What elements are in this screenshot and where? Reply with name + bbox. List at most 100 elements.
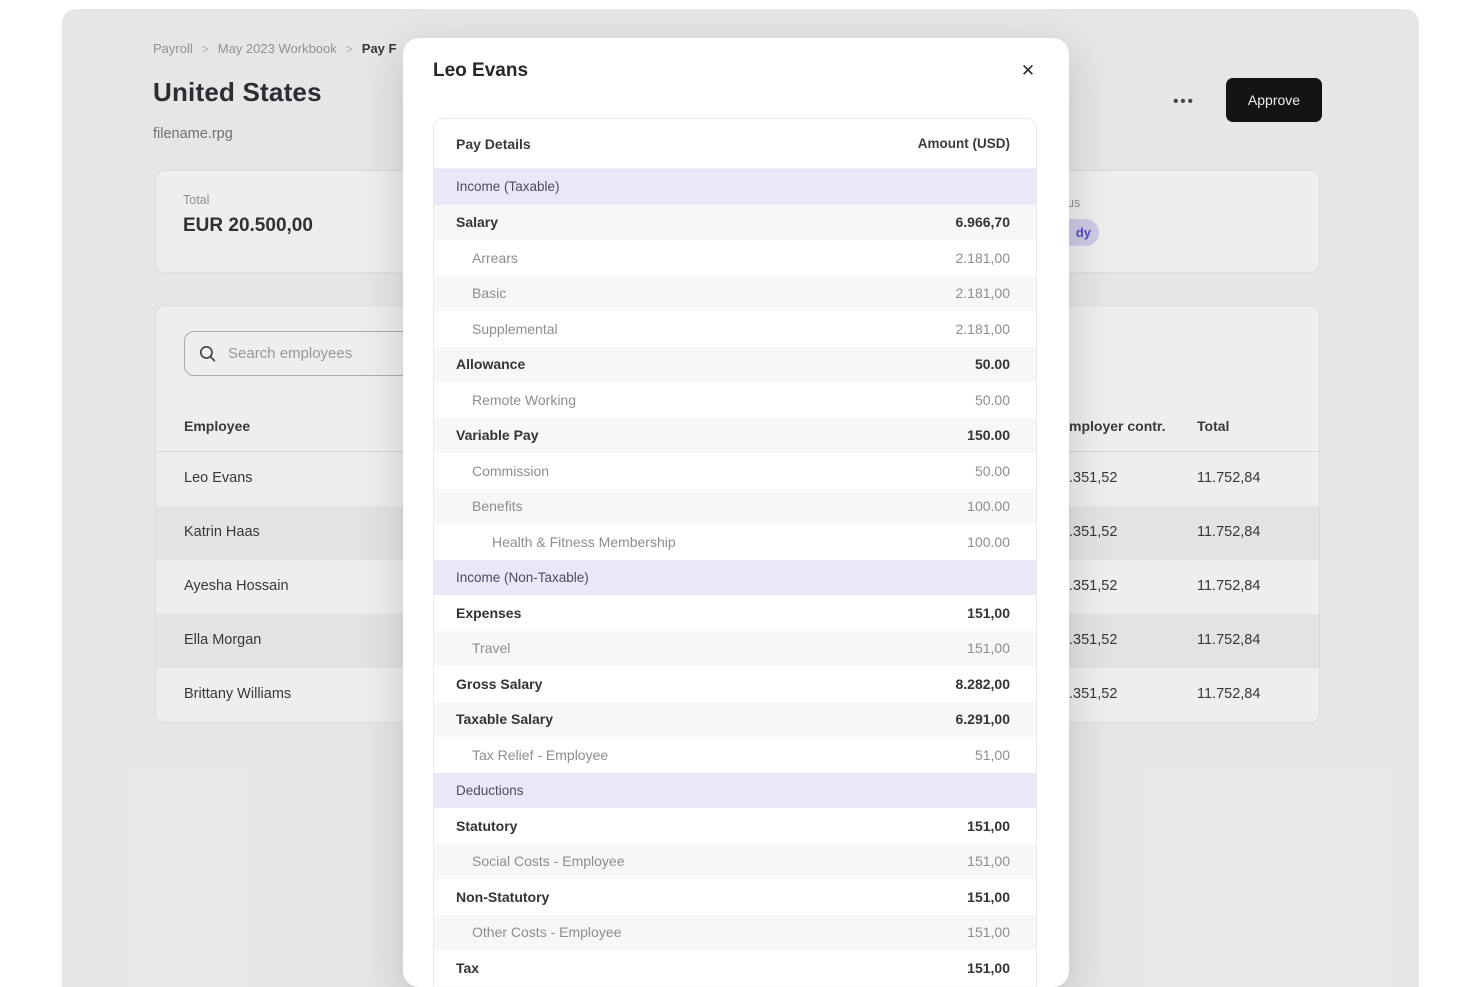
- pay-item-amount: 151,00: [967, 853, 1010, 870]
- pay-line-item-row: Expenses 151,00: [434, 595, 1036, 631]
- pay-section-header-row: Income (Taxable): [434, 169, 1036, 205]
- pay-item-label: Arrears: [472, 249, 518, 266]
- employer-contr-value-fragment: .351,52: [1069, 632, 1118, 648]
- employee-name: Katrin Haas: [184, 524, 260, 540]
- pay-item-label: Benefits: [472, 498, 523, 515]
- breadcrumb-item[interactable]: Payroll: [153, 41, 193, 56]
- pay-item-amount: 51,00: [974, 746, 1010, 763]
- pay-line-item-row: Travel 151,00: [434, 630, 1036, 666]
- pay-line-item-row: Salary 6.966,70: [434, 204, 1036, 240]
- pay-item-label: Statutory: [456, 817, 518, 834]
- status-label-fragment: us: [1067, 196, 1081, 210]
- total-value: 11.752,84: [1197, 470, 1261, 486]
- pay-item-label: Basic: [472, 285, 507, 302]
- pay-item-amount: 150.00: [967, 427, 1010, 444]
- pay-line-item-row: Arrears 2.181,00: [434, 240, 1036, 276]
- column-header-employer-contr-fragment: mployer contr.: [1069, 418, 1166, 434]
- total-value: 11.752,84: [1197, 524, 1261, 540]
- pay-line-item-row: Basic 2.181,00: [434, 275, 1036, 311]
- pay-item-label: Gross Salary: [456, 675, 543, 692]
- pay-item-amount: 2.181,00: [955, 249, 1011, 266]
- pay-line-item-row: Gross Salary 8.282,00: [434, 666, 1036, 702]
- total-label: Total: [183, 193, 210, 207]
- breadcrumb-item[interactable]: Pay F: [361, 41, 397, 56]
- pay-line-item-row: Supplemental 2.181,00: [434, 311, 1036, 347]
- pay-section-header-row: Income (Non-Taxable): [434, 559, 1036, 595]
- close-icon: ✕: [1020, 61, 1036, 80]
- page-title: United States: [153, 77, 322, 107]
- pay-line-item-row: Tax Relief - Employee 51,00: [434, 737, 1036, 773]
- modal-title: Leo Evans: [433, 60, 529, 81]
- pay-line-item-row: Allowance 50.00: [434, 346, 1036, 382]
- employee-row[interactable]: Brittany Williams .351,52 11.752,84: [156, 668, 1319, 722]
- column-header-total: Total: [1197, 418, 1230, 434]
- search-icon: [199, 345, 216, 362]
- pay-line-item-row: Benefits 100.00: [434, 488, 1036, 524]
- pay-item-amount: 8.282,00: [955, 675, 1011, 692]
- pay-item-amount: 50.00: [974, 356, 1010, 373]
- pay-item-label: Allowance: [456, 356, 526, 373]
- pay-item-amount: 100.00: [967, 533, 1010, 550]
- close-button[interactable]: ✕: [1015, 58, 1041, 84]
- pay-item-amount: 50.00: [974, 462, 1010, 479]
- pay-item-label: Salary: [456, 214, 499, 231]
- pay-details-table: Pay Details Amount (USD) Income (Taxable…: [433, 118, 1037, 987]
- employee-name: Ella Morgan: [184, 632, 262, 648]
- pay-item-amount: 2.181,00: [955, 320, 1011, 337]
- employee-name: Ayesha Hossain: [184, 578, 289, 594]
- column-header-employee: Employee: [184, 418, 251, 434]
- pay-item-label: Taxable Salary: [456, 711, 554, 728]
- pay-item-amount: 151,00: [967, 640, 1010, 657]
- employer-contr-value-fragment: .351,52: [1069, 524, 1118, 540]
- pay-item-label: Other Costs - Employee: [472, 924, 622, 941]
- pay-line-item-row: Variable Pay 150.00: [434, 417, 1036, 453]
- approve-button[interactable]: Approve: [1226, 78, 1322, 122]
- pay-line-item-row: Tax 151,00: [434, 950, 1036, 986]
- pay-item-label: Health & Fitness Membership: [492, 533, 676, 550]
- pay-item-label: Supplemental: [472, 320, 558, 337]
- pay-item-amount: 6.291,00: [955, 711, 1011, 728]
- pay-item-amount: 151,00: [967, 888, 1010, 905]
- pay-item-amount: 2.181,00: [955, 285, 1011, 302]
- pay-item-label: Commission: [472, 462, 550, 479]
- total-value: 11.752,84: [1197, 632, 1261, 648]
- pay-line-item-row: Taxable Salary 6.291,00: [434, 701, 1036, 737]
- total-value: 11.752,84: [1197, 578, 1261, 594]
- pay-line-item-row: Social Costs - Employee 151,00: [434, 843, 1036, 879]
- employee-name: Brittany Williams: [184, 686, 292, 702]
- more-options-button[interactable]: •••: [1166, 89, 1202, 113]
- pay-line-item-row: Remote Working 50.00: [434, 382, 1036, 418]
- pay-line-item-row: Health & Fitness Membership 100.00: [434, 524, 1036, 560]
- breadcrumb: Payroll > May 2023 Workbook > Pay F: [153, 41, 396, 56]
- status-badge-text-fragment: dy: [1075, 225, 1091, 240]
- pay-item-amount: 151,00: [967, 817, 1010, 834]
- pay-item-label: Variable Pay: [456, 427, 539, 444]
- employee-row[interactable]: Ayesha Hossain .351,52 11.752,84: [156, 560, 1319, 614]
- pay-details-column-header: Pay Details: [456, 135, 531, 152]
- pay-item-amount: 151,00: [967, 924, 1010, 941]
- pay-table-filler-row: [434, 985, 1036, 987]
- pay-item-amount: 151,00: [967, 959, 1010, 976]
- pay-item-label: Deductions: [456, 782, 524, 798]
- ellipsis-icon: •••: [1173, 92, 1195, 110]
- employee-name: Leo Evans: [184, 470, 253, 486]
- pay-item-amount: 151,00: [967, 604, 1010, 621]
- breadcrumb-separator-icon: >: [345, 41, 353, 56]
- pay-section-header-row: Deductions: [434, 772, 1036, 808]
- pay-line-item-row: Non-Statutory 151,00: [434, 879, 1036, 915]
- employer-contr-value-fragment: .351,52: [1069, 578, 1118, 594]
- pay-item-label: Tax Relief - Employee: [472, 746, 609, 763]
- pay-item-label: Expenses: [456, 604, 522, 621]
- breadcrumb-item[interactable]: May 2023 Workbook: [217, 41, 337, 56]
- employee-row[interactable]: Leo Evans .351,52 11.752,84: [156, 452, 1319, 506]
- pay-item-label: Social Costs - Employee: [472, 853, 625, 870]
- pay-item-label: Income (Non-Taxable): [456, 569, 589, 585]
- pay-item-label: Income (Taxable): [456, 179, 560, 195]
- pay-item-label: Non-Statutory: [456, 888, 550, 905]
- amount-column-header: Amount (USD): [917, 136, 1010, 151]
- total-value: 11.752,84: [1197, 686, 1261, 702]
- page-subtitle: filename.rpg: [153, 126, 233, 142]
- pay-item-label: Remote Working: [472, 391, 577, 408]
- pay-item-label: Travel: [472, 640, 511, 657]
- pay-table-header: Pay Details Amount (USD): [434, 119, 1036, 169]
